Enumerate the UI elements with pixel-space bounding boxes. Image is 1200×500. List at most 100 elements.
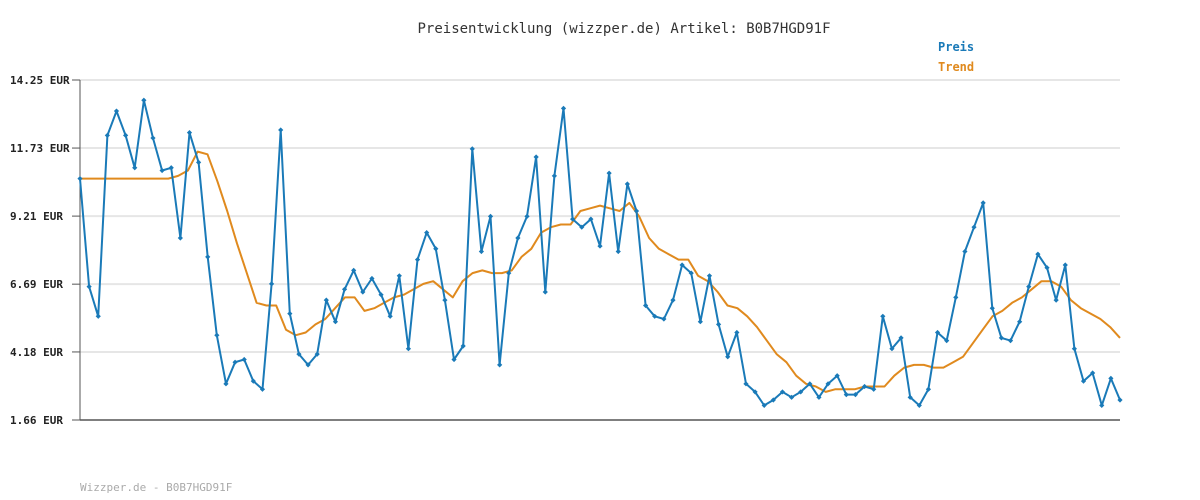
data-point-preis [250, 378, 256, 384]
data-point-preis [779, 389, 786, 395]
data-point-preis [177, 235, 183, 241]
data-point-preis [424, 229, 430, 236]
data-point-preis [925, 386, 932, 392]
data-point-preis [195, 159, 202, 165]
data-point-preis [1099, 402, 1105, 409]
data-point-preis [95, 313, 101, 319]
data-point-preis [451, 356, 457, 363]
data-point-preis [643, 302, 649, 309]
legend: Preis Trend [938, 40, 974, 74]
data-point-preis [615, 248, 621, 255]
data-point-preis [843, 392, 849, 398]
data-point-preis [86, 283, 92, 290]
data-point-preis [907, 394, 913, 400]
data-point-preis [487, 213, 494, 219]
data-point-preis [205, 254, 211, 260]
data-point-preis [433, 246, 439, 252]
data-point-preis [706, 273, 713, 279]
data-point-preis [670, 297, 676, 303]
data-point-preis [725, 354, 731, 360]
data-point-preis [506, 270, 512, 276]
data-point-preis [287, 310, 293, 317]
data-point-preis [223, 381, 229, 387]
data-point-preis [1108, 375, 1114, 382]
data-point-preis [898, 335, 904, 341]
data-point-preis [296, 351, 302, 357]
data-point-preis [679, 262, 685, 268]
data-point-preis [323, 297, 329, 303]
data-point-preis [852, 392, 859, 398]
data-point-preis [688, 270, 694, 276]
data-point-preis [533, 154, 539, 160]
data-point-preis [387, 313, 393, 319]
data-point-preis [77, 175, 83, 182]
data-point-preis [104, 132, 110, 138]
series-layer [77, 97, 1123, 409]
data-point-preis [1117, 397, 1123, 403]
data-point-preis [889, 346, 895, 352]
data-point-preis [378, 292, 384, 298]
data-point-preis [1062, 262, 1068, 268]
data-point-preis [934, 329, 941, 336]
data-point-preis [788, 394, 795, 400]
data-point-preis [807, 381, 813, 387]
data-point-preis [624, 181, 630, 187]
data-point-preis [186, 130, 193, 136]
data-point-preis [1071, 346, 1077, 352]
y-tick-label: 14.25 EUR [10, 74, 70, 87]
y-tick-label: 6.69 EUR [10, 278, 63, 291]
data-point-preis [944, 338, 950, 344]
data-point-preis [1080, 378, 1087, 384]
data-point-preis [871, 386, 877, 392]
data-point-preis [1090, 370, 1096, 376]
data-point-preis [1035, 251, 1041, 257]
y-axis: 1.66 EUR 4.18 EUR 6.69 EUR 9.21 EUR 11.73 EU… [10, 74, 80, 427]
data-point-preis [168, 165, 174, 171]
data-point-preis [278, 127, 284, 133]
data-point-preis [570, 216, 576, 222]
y-tick-label: 11.73 EUR [10, 142, 70, 155]
data-point-preis [633, 208, 640, 214]
data-point-preis [1026, 283, 1032, 290]
legend-preis: Preis [938, 40, 974, 54]
data-point-preis [652, 313, 658, 319]
data-point-preis [734, 329, 740, 336]
data-point-preis [825, 381, 831, 387]
data-point-preis [661, 316, 667, 322]
data-point-preis [816, 394, 822, 400]
y-tick-label: 1.66 EUR [10, 414, 63, 427]
data-point-preis [132, 165, 138, 171]
data-point-preis [405, 346, 412, 352]
data-point-preis [588, 216, 594, 222]
data-point-preis [159, 167, 165, 174]
data-point-preis [743, 381, 749, 387]
data-point-preis [834, 373, 840, 379]
data-point-preis [1017, 319, 1023, 325]
chart-title: Preisentwicklung (wizzper.de) Artikel: B… [417, 21, 830, 37]
data-point-preis [579, 224, 585, 230]
footer-source: Wizzper.de - B0B7HGD91F [80, 481, 232, 494]
data-point-preis [113, 108, 120, 114]
grid-layer [80, 79, 1120, 353]
data-point-preis [715, 321, 722, 328]
legend-trend: Trend [938, 60, 974, 74]
data-point-preis [469, 146, 475, 152]
data-point-preis [560, 105, 567, 111]
data-point-preis [478, 248, 485, 255]
data-point-preis [305, 362, 311, 368]
data-point-preis [351, 267, 357, 273]
data-point-preis [360, 289, 366, 295]
data-point-preis [962, 248, 968, 255]
data-point-preis [150, 135, 156, 141]
data-point-preis [341, 286, 348, 292]
data-point-preis [861, 383, 868, 390]
data-point-preis [460, 343, 466, 349]
data-point-preis [998, 335, 1005, 341]
data-point-preis [752, 389, 758, 395]
data-point-preis [798, 389, 804, 395]
data-point-preis [880, 313, 886, 319]
data-point-preis [542, 289, 548, 295]
data-point-preis [916, 402, 922, 409]
data-point-preis [953, 294, 959, 300]
